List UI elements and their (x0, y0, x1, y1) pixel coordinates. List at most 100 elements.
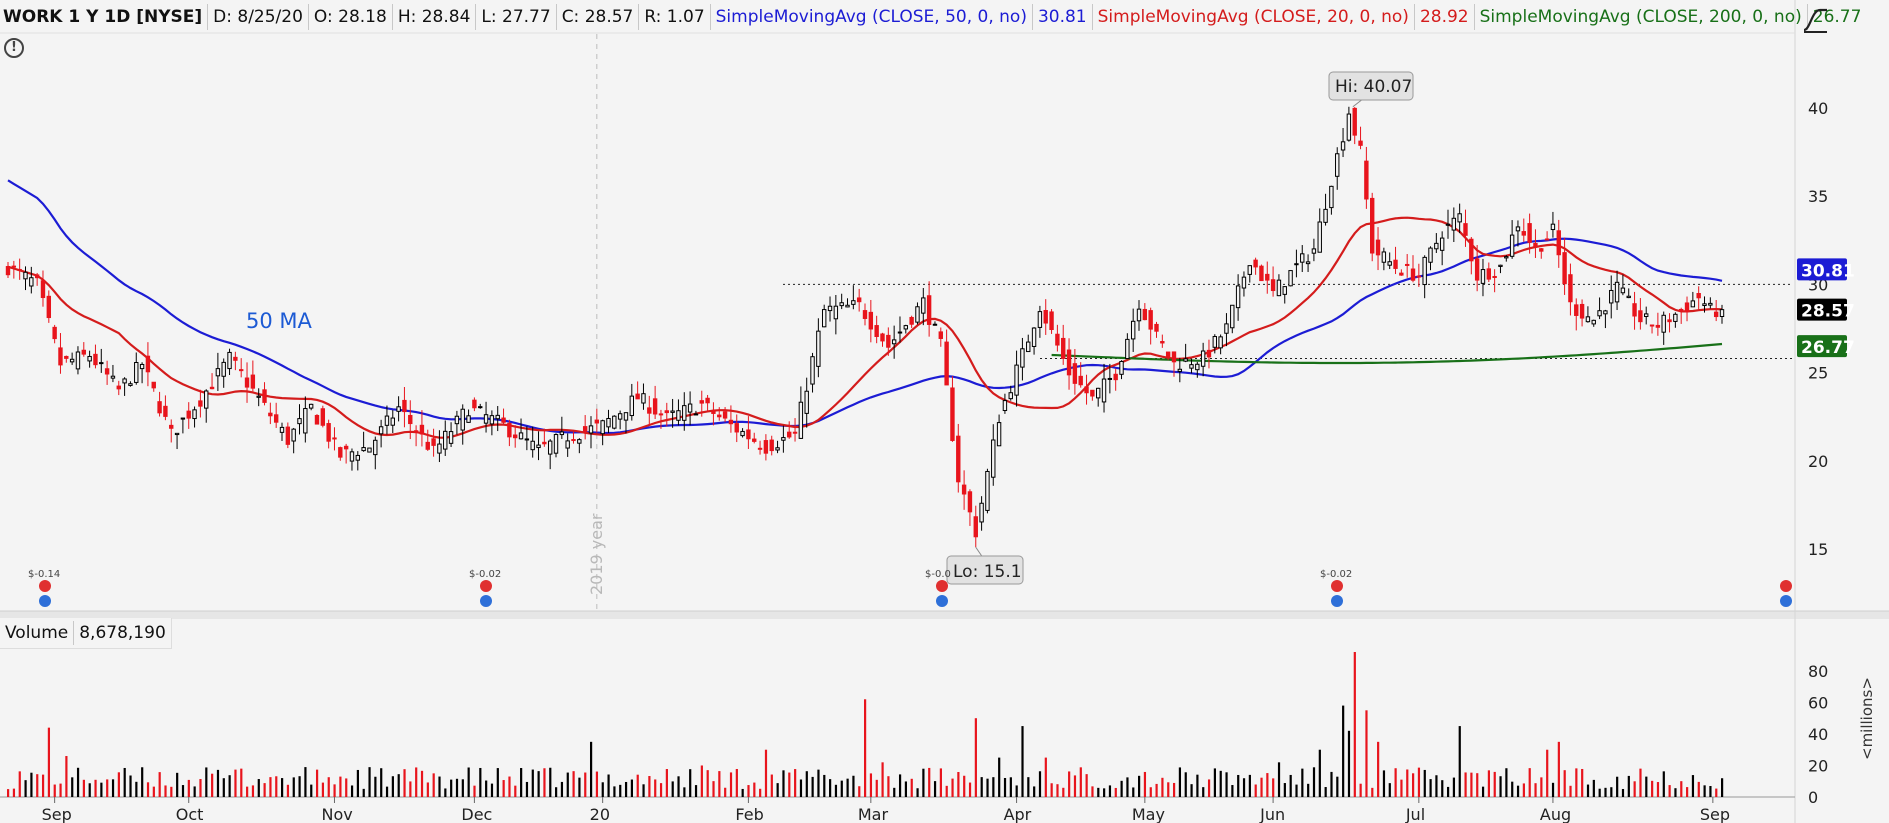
candle[interactable] (361, 431, 366, 452)
candle[interactable] (623, 412, 629, 434)
volume-bar[interactable] (1394, 768, 1397, 797)
candle[interactable] (915, 302, 920, 325)
volume-bar[interactable] (1056, 784, 1059, 797)
candle[interactable] (1148, 307, 1153, 345)
volume-bar[interactable] (1103, 788, 1106, 797)
volume-bar[interactable] (304, 767, 307, 797)
candle[interactable] (134, 352, 139, 385)
candle[interactable] (390, 410, 395, 434)
volume-bar[interactable] (980, 777, 983, 797)
volume-bar[interactable] (1627, 775, 1630, 797)
candle[interactable] (1562, 237, 1567, 295)
candle[interactable] (1189, 358, 1194, 374)
candle[interactable] (909, 315, 914, 329)
volume-bar[interactable] (438, 776, 441, 797)
volume-bar[interactable] (1062, 787, 1065, 797)
volume-bar[interactable] (1283, 783, 1286, 797)
volume-bar[interactable] (1277, 762, 1281, 797)
candle[interactable] (163, 395, 168, 421)
volume-bar[interactable] (904, 781, 908, 797)
candle[interactable] (192, 406, 197, 428)
candle[interactable] (1014, 350, 1019, 407)
volume-bar[interactable] (141, 767, 144, 797)
volume-bar[interactable] (1242, 778, 1246, 797)
candle[interactable] (174, 432, 180, 450)
volume-bar[interactable] (759, 788, 762, 797)
candle[interactable] (501, 408, 506, 424)
candle[interactable] (1434, 233, 1439, 253)
candle[interactable] (577, 438, 582, 454)
volume-bar[interactable] (1721, 778, 1724, 797)
candle[interactable] (1632, 291, 1637, 330)
candle[interactable] (437, 430, 442, 463)
candle[interactable] (1002, 393, 1008, 414)
volume-bar[interactable] (1272, 778, 1275, 797)
volume-bar[interactable] (1563, 770, 1566, 797)
candle[interactable] (338, 446, 343, 461)
volume-bar[interactable] (1108, 785, 1112, 797)
candle[interactable] (1218, 334, 1223, 355)
candle[interactable] (1678, 307, 1684, 324)
candle[interactable] (856, 288, 862, 312)
candle[interactable] (880, 332, 885, 347)
volume-bar[interactable] (659, 783, 663, 797)
volume-bar[interactable] (1423, 769, 1426, 797)
volume-bar[interactable] (1452, 777, 1456, 797)
volume-bar[interactable] (601, 782, 604, 797)
candle[interactable] (1416, 263, 1422, 287)
candle[interactable] (717, 407, 722, 421)
volume-bar[interactable] (146, 782, 150, 797)
volume-bar[interactable] (1604, 787, 1607, 797)
volume-bar[interactable] (1557, 741, 1560, 797)
volume-bar[interactable] (41, 774, 45, 797)
candle[interactable] (1708, 297, 1713, 309)
candle[interactable] (921, 287, 926, 326)
candle[interactable] (355, 451, 360, 471)
candle[interactable] (466, 409, 471, 423)
volume-bar[interactable] (1499, 776, 1502, 797)
candle[interactable] (52, 324, 57, 344)
volume-bar[interactable] (671, 781, 674, 797)
earnings-icon[interactable] (1780, 580, 1792, 592)
candle[interactable] (1230, 304, 1235, 334)
volume-bar[interactable] (794, 769, 797, 797)
volume-bar[interactable] (82, 779, 85, 797)
volume-bar[interactable] (176, 772, 179, 797)
candle[interactable] (1259, 264, 1264, 282)
volume-bar[interactable] (502, 780, 505, 797)
volume-bar[interactable] (1202, 787, 1205, 797)
candle[interactable] (1113, 368, 1118, 391)
volume-bar[interactable] (391, 776, 394, 797)
volume-bar[interactable] (963, 775, 966, 797)
candle[interactable] (518, 418, 524, 440)
candle[interactable] (740, 428, 745, 438)
candle[interactable] (1486, 262, 1492, 282)
volume-bar[interactable] (741, 788, 744, 797)
volume-bar[interactable] (1610, 787, 1613, 797)
candle[interactable] (1644, 306, 1649, 325)
volume-bar[interactable] (1324, 787, 1327, 797)
volume-bar[interactable] (1528, 768, 1531, 797)
candle[interactable] (967, 489, 973, 526)
candle[interactable] (833, 294, 839, 335)
volume-bar[interactable] (205, 767, 208, 797)
candle[interactable] (75, 346, 81, 375)
volume-bar[interactable] (257, 779, 260, 797)
candle[interactable] (139, 362, 145, 384)
volume-bar[interactable] (875, 779, 878, 797)
volume-bar[interactable] (799, 779, 803, 797)
volume-bar[interactable] (76, 767, 80, 797)
volume-bar[interactable] (1470, 772, 1473, 797)
candle[interactable] (489, 410, 495, 436)
candle[interactable] (652, 385, 658, 420)
candle[interactable] (1399, 269, 1404, 276)
volume-bar[interactable] (1691, 775, 1695, 797)
candle[interactable] (1667, 313, 1672, 333)
candle[interactable] (1544, 231, 1550, 241)
volume-bar[interactable] (864, 699, 867, 797)
volume-bar[interactable] (922, 768, 925, 797)
earnings-icon[interactable] (39, 580, 51, 592)
volume-bar[interactable] (916, 788, 919, 797)
candle[interactable] (238, 358, 244, 378)
candle[interactable] (1101, 363, 1107, 413)
